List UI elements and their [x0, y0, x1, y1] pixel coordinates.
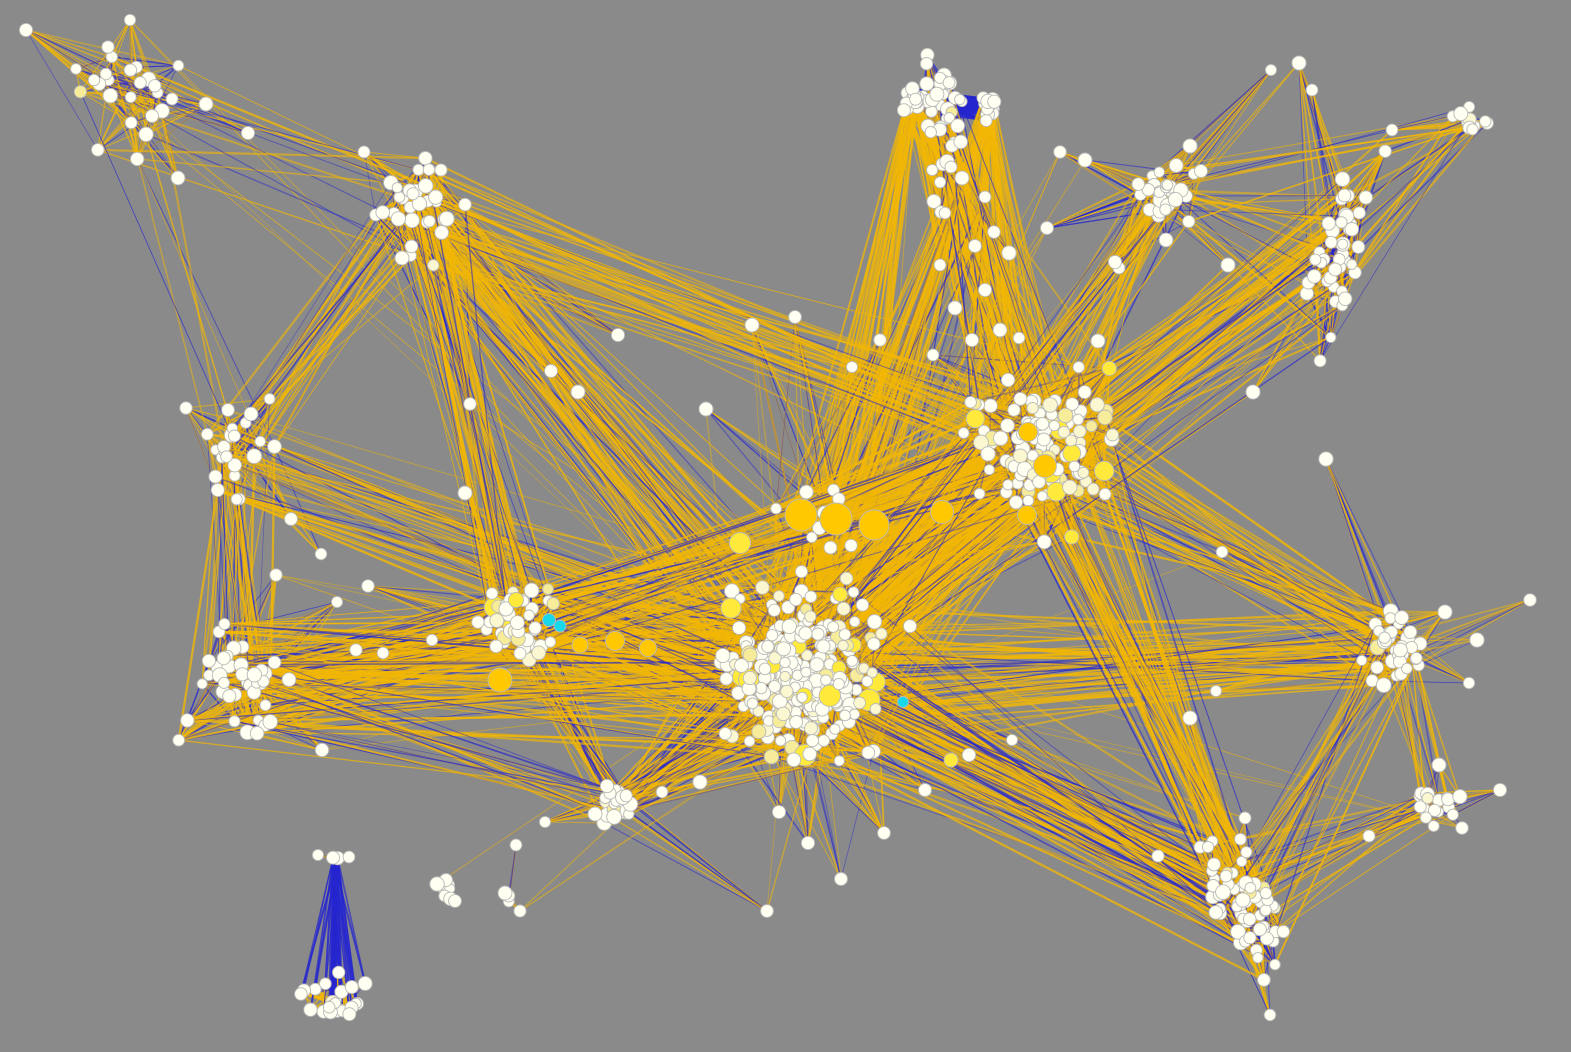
graph-edge [75, 56, 112, 70]
graph-edge [136, 65, 179, 68]
graph-edge [178, 691, 255, 741]
edge-layer [25, 19, 1531, 1016]
graph-edge [80, 91, 132, 124]
